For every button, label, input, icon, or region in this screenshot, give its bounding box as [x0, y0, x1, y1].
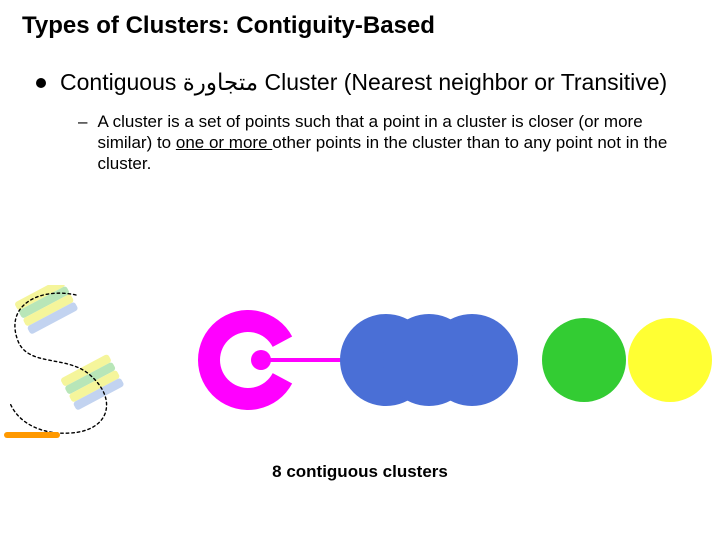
lvl2-underlined: one or more: [176, 133, 272, 152]
dash-icon: –: [78, 111, 87, 132]
bullet-level1-text: Contiguous متجاورة Cluster (Nearest neig…: [60, 68, 667, 97]
diagram-caption: 8 contiguous clusters: [0, 462, 720, 482]
clusters-diagram: [0, 285, 720, 455]
bullet-dot-icon: [36, 78, 46, 88]
bullet-level1: Contiguous متجاورة Cluster (Nearest neig…: [36, 68, 698, 97]
slide-title: Types of Clusters: Contiguity-Based: [22, 12, 698, 40]
bullet-level2-text: A cluster is a set of points such that a…: [97, 111, 668, 175]
bullet-level2: – A cluster is a set of points such that…: [78, 111, 668, 175]
